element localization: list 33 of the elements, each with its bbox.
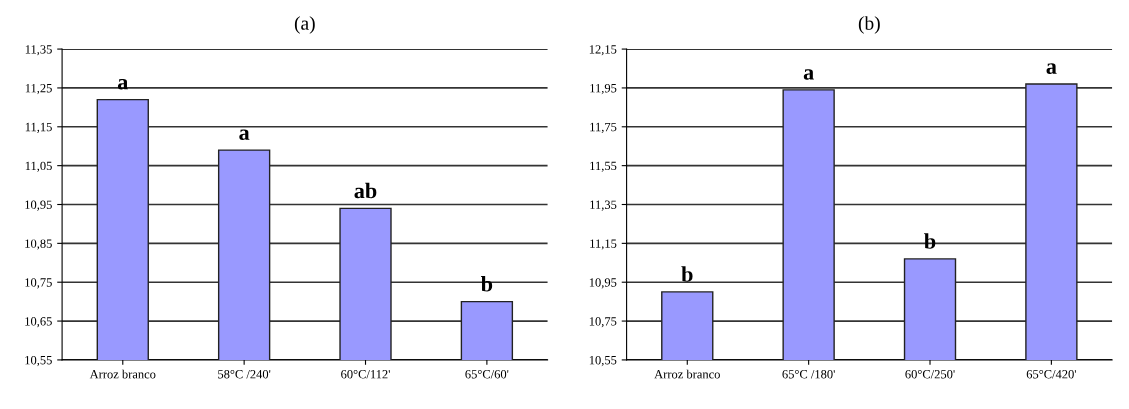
x-tick-label: 65°C/60' (465, 370, 509, 379)
annotation: ab (354, 182, 377, 199)
x-tick-label: 65°C /180' (782, 370, 835, 379)
y-tick-label: 10,75 (25, 278, 52, 289)
chart-title: (b) (858, 16, 880, 34)
y-tick-label: 11,95 (590, 83, 617, 95)
y-tick-label: 10,55 (589, 355, 617, 367)
x-tick-label: 60°C/250' (905, 370, 955, 379)
y-tick-label: 10,55 (25, 355, 52, 367)
y-tick-label: 11,35 (590, 200, 617, 211)
chart-title: (a) (294, 16, 315, 34)
y-tick-label: 11,75 (590, 122, 617, 134)
annotation: a (239, 129, 250, 141)
annotation: a (803, 69, 814, 80)
y-tick-label: 10,95 (589, 278, 617, 289)
x-tick-label: 65°C/420' (1026, 370, 1077, 379)
y-tick-label: 11,15 (25, 122, 52, 134)
x-tick-label: Arroz branco (654, 369, 720, 379)
y-tick-label: 10,85 (25, 239, 52, 250)
y-tick-label: 12,15 (589, 45, 617, 56)
x-tick-label: 58°C /240' (218, 370, 271, 379)
y-tick-label: 11,55 (590, 161, 617, 172)
y-tick-label: 11,05 (25, 161, 52, 172)
y-tick-label: 10,95 (25, 200, 52, 211)
y-tick-label: 11,15 (590, 239, 617, 250)
y-tick-label: 11,25 (25, 83, 52, 95)
y-tick-label: 11,35 (25, 45, 52, 56)
x-tick-label: 60°C/112' (341, 370, 390, 379)
y-tick-label: 10,65 (25, 317, 52, 328)
y-tick-label: 10,75 (589, 317, 617, 328)
annotation: b (681, 266, 693, 282)
x-tick-label: Arroz branco (89, 369, 156, 379)
annotation: a (1046, 63, 1057, 74)
